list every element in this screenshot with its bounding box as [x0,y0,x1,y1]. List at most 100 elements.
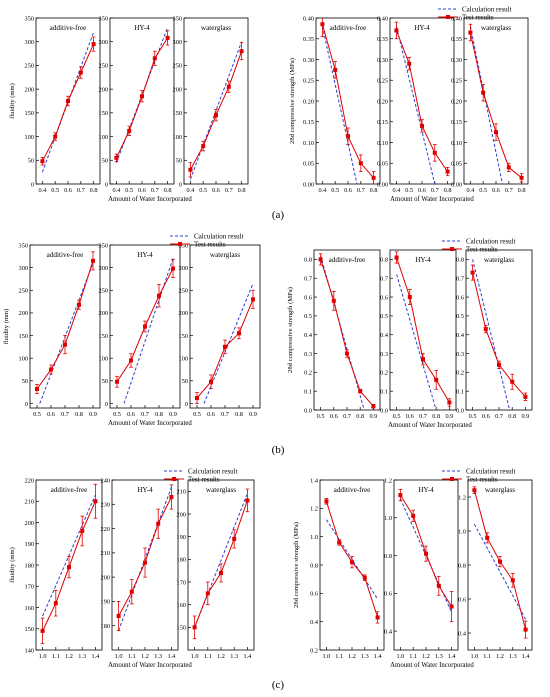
x-tick-label: 0.5 [113,411,121,418]
test-point [407,61,412,66]
y-tick-label: 50 [182,378,188,385]
y-tick-label: 0.05 [451,161,462,168]
legend-calc-label: Calculation result [194,233,244,241]
y-tick-label: 0 [105,401,108,408]
x-tick-label: 0.4 [38,187,47,194]
x-tick-label: 0.6 [418,187,426,194]
x-tick-label: 0.7 [141,411,149,418]
test-point [483,327,488,332]
panel-data [470,259,528,410]
y-tick-label: 200 [99,86,108,93]
y-tick-label: 0.8 [456,257,464,264]
test-point [434,377,439,382]
y-tick-label: 0.8 [458,562,466,569]
calculation-line [321,26,358,184]
y-tick-label: 0.7 [456,276,464,283]
y-tick-label: 180 [101,623,110,630]
panel-c-fluidity-0: 140 150 160 170 180 190 200 210 220 1.0 1.1 1.2 1.3 1… [25,477,103,660]
y-tick-label: 50 [176,158,182,165]
y-tick-label: 0.4 [384,628,393,635]
x-tick-label: 0.6 [330,413,338,420]
y-tick-label: 0.05 [303,161,314,168]
panel-c-fluidity-2: 150 160 170 180 190 200 210 1.0 1.1 1.2 1.3 1.4 wate… [177,479,255,660]
test-point [424,551,428,556]
x-tick-label: 0.9 [89,411,97,418]
y-tick-label: 100 [99,355,108,362]
panel-b-fluidity-2: 0 50 100 150 200 250 300 350 0.5 0.6 0.7 0.8 0.9 wate… [179,242,261,418]
panel-title: HY-4 [137,251,153,259]
test-point [358,389,363,394]
y-tick-label: 0.3 [380,351,388,358]
test-point [506,165,511,170]
panel-data [40,483,98,645]
y-tick-label: 0.2 [304,370,312,377]
x-tick-label: 0.6 [344,187,352,194]
test-point [77,302,81,307]
x-tick-label: 0.5 [317,413,325,420]
test-point [205,591,210,596]
x-tick-label: 1.3 [154,653,162,660]
x-tick-label: 0.4 [186,187,195,194]
y-tick-label: 0.40 [303,15,314,22]
calculation-line [123,258,174,404]
x-tick-label: 0.5 [125,187,133,194]
x-axis-label: Amount of Water Incorporated [390,662,474,669]
test-point [320,22,325,27]
test-point [239,49,244,54]
panel-title: HY-4 [137,486,153,494]
y-tick-label: 0.3 [304,351,312,358]
y-tick-label: 0.8 [304,257,312,264]
y-tick-label: 150 [25,110,34,117]
test-point [67,565,71,570]
x-tick-label: 0.8 [370,187,378,194]
y-tick-label: 190 [25,541,34,548]
x-tick-label: 0.4 [318,187,327,194]
test-point [91,42,96,47]
x-tick-label: 1.2 [65,653,73,660]
y-tick-label: 0.2 [456,370,464,377]
calculation-line [396,274,437,410]
test-point [169,495,174,499]
panel-title: waterglass [206,486,236,494]
y-tick-label: 0.10 [451,140,462,147]
panel-data [195,283,255,404]
y-tick-label: 220 [25,477,34,484]
x-tick-label: 0.6 [212,187,220,194]
y-tick-label: 200 [25,520,34,527]
y-tick-label: 1.0 [384,515,392,522]
test-point [251,297,255,302]
chart-a-fluidity: 0 50 100 150 200 250 300 350 0.4 0.5 0.6 0.7 0.8 addi… [9,15,249,203]
x-tick-label: 0.9 [249,411,257,418]
y-tick-label: 0 [185,401,188,408]
y-tick-label: 150 [99,333,108,340]
panel-b-fluidity-0: 0 50 100 150 200 250 300 350 0.5 0.6 0.7 0.8 0.9 addi… [19,242,101,418]
y-tick-label: 250 [99,63,108,70]
test-point [420,123,424,128]
y-tick-label: 250 [173,63,182,70]
test-point [49,367,53,372]
x-tick-label: 0.8 [164,187,172,194]
y-tick-label: 150 [179,333,188,340]
y-tick-label: 350 [25,15,34,22]
x-tick-label: 0.7 [61,411,69,418]
test-point [375,615,380,620]
panel-c-strength-2: 0.4 0.6 0.8 1.0 1.2 1.0 1.1 1.2 1.3 1.4 waterglass [458,479,533,660]
y-tick-label: 0.25 [377,78,388,85]
test-point [470,270,475,275]
test-point [485,535,490,540]
panel-b-fluidity-1: 0 50 100 150 200 250 300 350 0.5 0.6 0.7 0.8 0.9 HY-4 [99,242,181,418]
y-tick-label: 0.10 [303,140,314,147]
test-point [152,56,157,61]
y-tick-label: 350 [173,15,182,22]
y-tick-label: 0.5 [456,313,464,320]
panel-data [394,251,452,410]
y-tick-label: 0.40 [377,15,388,22]
panel-a-fluidity-2: 0 50 100 150 200 250 300 350 0.4 0.5 0.6 0.7 0.8 wate… [173,15,249,194]
x-tick-label: 1.0 [322,653,330,660]
y-axis-label: 28d compressive strength (MPa) [293,522,300,608]
x-tick-label: 0.7 [431,187,439,194]
test-point [510,578,515,583]
test-point [523,627,528,632]
y-tick-label: 1.2 [310,506,318,513]
